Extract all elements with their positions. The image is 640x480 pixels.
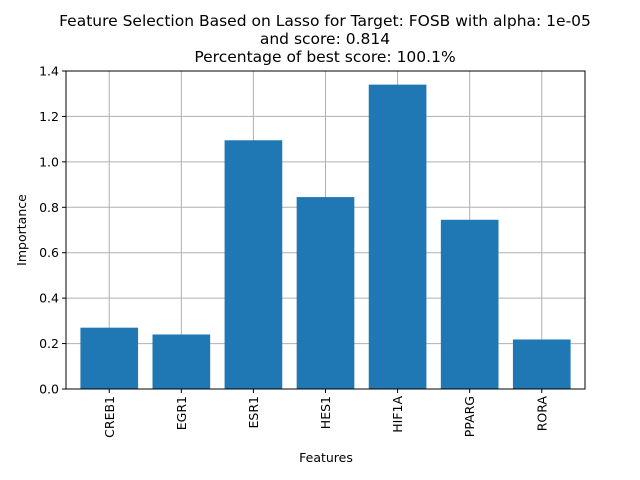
- x-tick-label: HIF1A: [390, 396, 405, 433]
- y-tick-label: 0.2: [39, 336, 59, 351]
- x-tick-label: EGR1: [174, 396, 189, 430]
- x-axis-ticks: CREB1 EGR1 ESR1 HES1 HIF1A PPARG RORA: [102, 389, 549, 438]
- chart-title-line-2: and score: 0.814: [260, 30, 390, 48]
- y-tick-label: 1.0: [39, 154, 59, 169]
- chart-title-line-1: Feature Selection Based on Lasso for Tar…: [59, 12, 591, 30]
- bar-esr1: [224, 140, 283, 389]
- bar-creb1: [80, 327, 139, 389]
- bar-hif1a: [368, 84, 427, 389]
- bars: [80, 84, 571, 389]
- y-tick-label: 0.4: [39, 291, 59, 306]
- x-tick-label: CREB1: [102, 396, 117, 438]
- chart-title-line-3: Percentage of best score: 100.1%: [194, 48, 455, 66]
- bar-hes1: [296, 197, 355, 389]
- y-axis-ticks: 0.0 0.2 0.4 0.6 0.8 1.0 1.2 1.4: [39, 64, 66, 397]
- y-axis-label: Importance: [14, 194, 29, 266]
- y-tick-label: 0.6: [39, 245, 59, 260]
- bar-pparg: [440, 219, 499, 389]
- x-tick-label: PPARG: [462, 396, 477, 437]
- y-tick-label: 0.0: [39, 382, 59, 397]
- y-tick-label: 1.4: [39, 64, 59, 79]
- x-tick-label: RORA: [534, 396, 549, 432]
- bar-egr1: [152, 334, 211, 389]
- y-tick-label: 0.8: [39, 200, 59, 215]
- x-tick-label: HES1: [318, 396, 333, 429]
- y-tick-label: 1.2: [39, 109, 59, 124]
- x-tick-label: ESR1: [246, 396, 261, 428]
- bar-rora: [512, 339, 571, 389]
- x-axis-label: Features: [299, 450, 353, 465]
- chart-title: Feature Selection Based on Lasso for Tar…: [59, 12, 591, 66]
